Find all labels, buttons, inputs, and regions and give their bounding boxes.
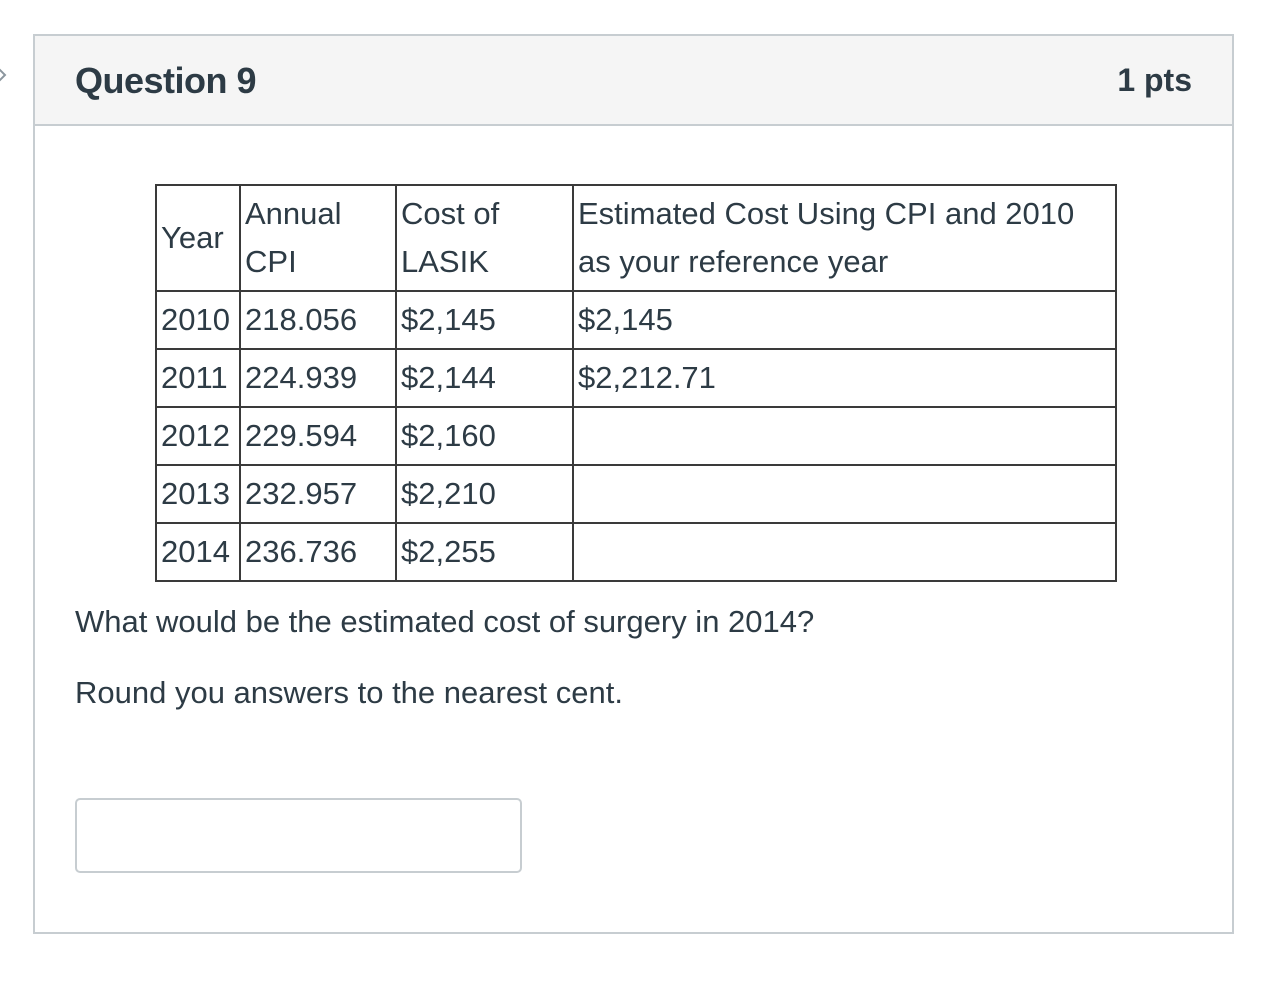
table-row: 2013 232.957 $2,210: [155, 464, 1117, 524]
cell-cost: $2,144: [395, 348, 574, 408]
table-header-row: Year Annual CPI Cost of LASIK Estimated …: [155, 184, 1117, 292]
cell-cost: $2,210: [395, 464, 574, 524]
header-year: Year: [155, 184, 241, 292]
cell-year: 2012: [155, 406, 241, 466]
question-instruction: Round you answers to the nearest cent.: [75, 675, 623, 710]
table-row: 2014 236.736 $2,255: [155, 522, 1117, 582]
cell-cpi: 218.056: [239, 290, 397, 350]
cell-estimated: $2,145: [572, 290, 1117, 350]
table-row: 2011 224.939 $2,144 $2,212.71: [155, 348, 1117, 408]
cell-estimated: $2,212.71: [572, 348, 1117, 408]
question-card: Question 9 1 pts Year Annual CPI Cost of…: [33, 34, 1234, 934]
cell-year: 2014: [155, 522, 241, 582]
question-points: 1 pts: [1117, 62, 1192, 98]
cell-year: 2013: [155, 464, 241, 524]
question-header: Question 9 1 pts: [35, 36, 1232, 126]
header-cost-of-lasik: Cost of LASIK: [395, 184, 574, 292]
cell-estimated: [572, 464, 1117, 524]
question-prompt: What would be the estimated cost of surg…: [75, 604, 815, 639]
cell-year: 2010: [155, 290, 241, 350]
cell-cost: $2,160: [395, 406, 574, 466]
table-row: 2010 218.056 $2,145 $2,145: [155, 290, 1117, 350]
cell-estimated: [572, 522, 1117, 582]
table-row: 2012 229.594 $2,160: [155, 406, 1117, 466]
cell-cpi: 229.594: [239, 406, 397, 466]
cell-cpi: 224.939: [239, 348, 397, 408]
cell-year: 2011: [155, 348, 241, 408]
cell-cost: $2,145: [395, 290, 574, 350]
cell-cpi: 236.736: [239, 522, 397, 582]
header-estimated-cost: Estimated Cost Using CPI and 2010 as you…: [572, 184, 1117, 292]
question-title: Question 9: [75, 60, 257, 101]
cpi-table: Year Annual CPI Cost of LASIK Estimated …: [155, 184, 1117, 582]
header-annual-cpi: Annual CPI: [239, 184, 397, 292]
cell-cpi: 232.957: [239, 464, 397, 524]
answer-input[interactable]: [75, 798, 522, 873]
cell-estimated: [572, 406, 1117, 466]
chevron-right-icon[interactable]: [0, 62, 10, 88]
cell-cost: $2,255: [395, 522, 574, 582]
